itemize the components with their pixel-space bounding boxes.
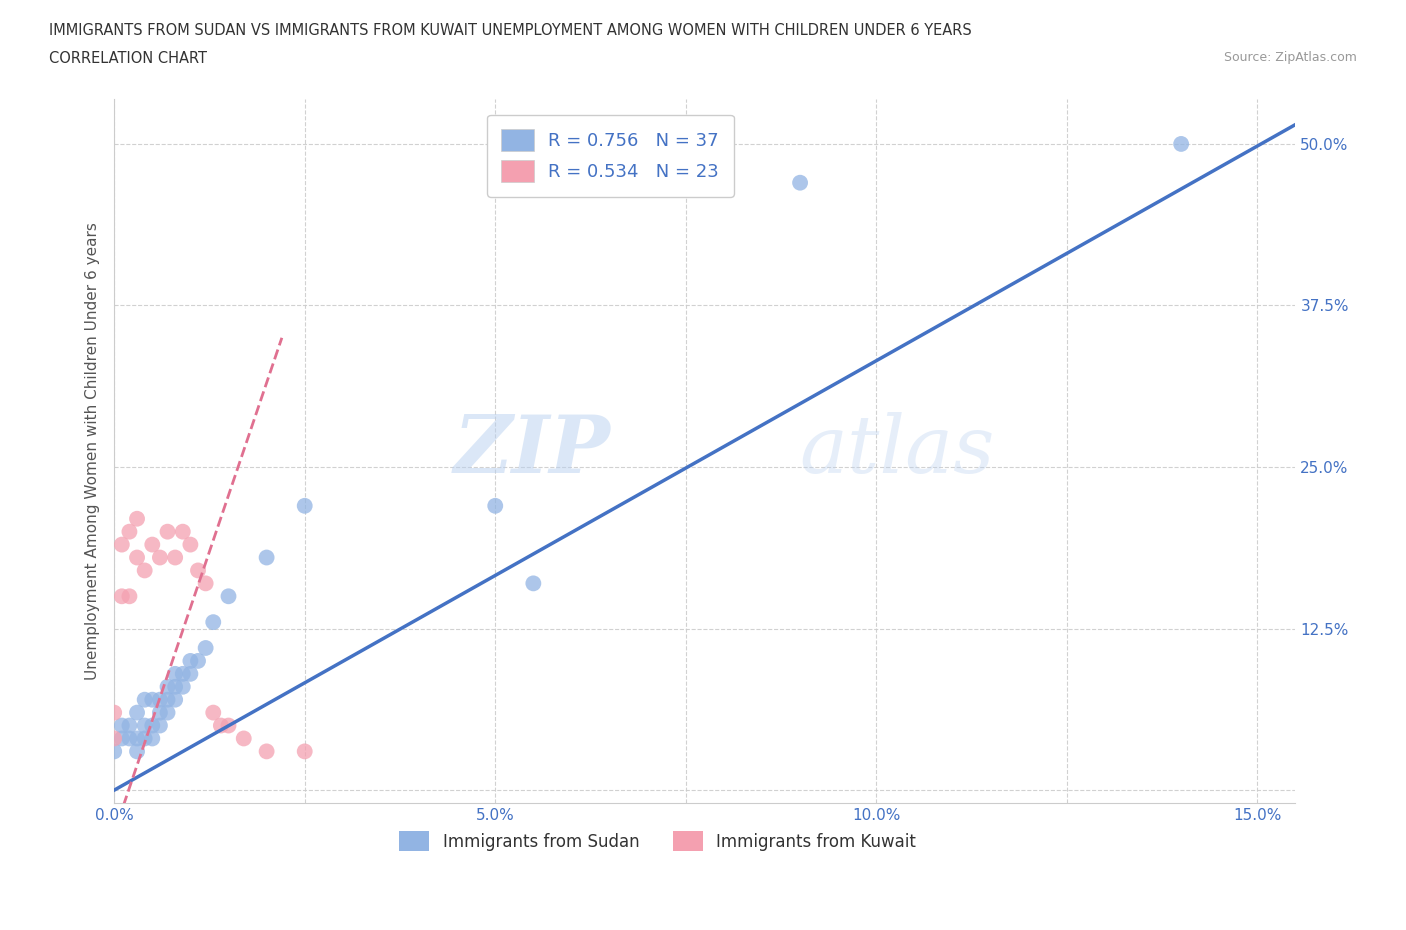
Point bbox=[125, 550, 148, 565]
Y-axis label: Unemployment Among Women with Children Under 6 years: Unemployment Among Women with Children U… bbox=[86, 222, 100, 680]
Point bbox=[118, 525, 141, 539]
Point bbox=[165, 550, 187, 565]
Point bbox=[187, 563, 209, 578]
Point bbox=[125, 731, 148, 746]
Text: IMMIGRANTS FROM SUDAN VS IMMIGRANTS FROM KUWAIT UNEMPLOYMENT AMONG WOMEN WITH CH: IMMIGRANTS FROM SUDAN VS IMMIGRANTS FROM… bbox=[49, 23, 972, 38]
Point bbox=[103, 731, 125, 746]
Point bbox=[125, 512, 148, 526]
Point bbox=[789, 175, 811, 190]
Point bbox=[187, 654, 209, 669]
Point bbox=[149, 692, 172, 707]
Point bbox=[134, 692, 156, 707]
Point bbox=[172, 525, 194, 539]
Point bbox=[111, 589, 134, 604]
Point bbox=[165, 679, 187, 694]
Point bbox=[194, 641, 217, 656]
Point bbox=[103, 744, 125, 759]
Point bbox=[141, 538, 163, 552]
Text: CORRELATION CHART: CORRELATION CHART bbox=[49, 51, 207, 66]
Point bbox=[179, 538, 201, 552]
Point bbox=[165, 692, 187, 707]
Point bbox=[202, 705, 225, 720]
Point bbox=[179, 667, 201, 682]
Point bbox=[118, 589, 141, 604]
Text: ZIP: ZIP bbox=[454, 412, 610, 489]
Point bbox=[103, 705, 125, 720]
Point bbox=[134, 563, 156, 578]
Point bbox=[172, 667, 194, 682]
Point bbox=[179, 654, 201, 669]
Point bbox=[218, 589, 240, 604]
Point bbox=[165, 667, 187, 682]
Point bbox=[156, 525, 179, 539]
Point bbox=[156, 705, 179, 720]
Point bbox=[156, 679, 179, 694]
Point bbox=[125, 705, 148, 720]
Point bbox=[294, 498, 316, 513]
Point bbox=[111, 718, 134, 733]
Point bbox=[111, 538, 134, 552]
Legend: Immigrants from Sudan, Immigrants from Kuwait: Immigrants from Sudan, Immigrants from K… bbox=[392, 825, 922, 858]
Point bbox=[294, 744, 316, 759]
Point bbox=[149, 550, 172, 565]
Point bbox=[125, 744, 148, 759]
Point bbox=[256, 550, 278, 565]
Text: atlas: atlas bbox=[800, 412, 994, 489]
Point bbox=[232, 731, 254, 746]
Point bbox=[118, 718, 141, 733]
Point bbox=[118, 731, 141, 746]
Point bbox=[149, 718, 172, 733]
Point bbox=[134, 731, 156, 746]
Point bbox=[522, 576, 544, 591]
Point bbox=[172, 679, 194, 694]
Point bbox=[141, 731, 163, 746]
Point bbox=[1170, 137, 1192, 152]
Point bbox=[484, 498, 506, 513]
Point bbox=[156, 692, 179, 707]
Point bbox=[202, 615, 225, 630]
Point bbox=[134, 718, 156, 733]
Point bbox=[111, 731, 134, 746]
Point bbox=[256, 744, 278, 759]
Point bbox=[209, 718, 232, 733]
Point bbox=[218, 718, 240, 733]
Point bbox=[149, 705, 172, 720]
Point bbox=[141, 718, 163, 733]
Point bbox=[141, 692, 163, 707]
Text: Source: ZipAtlas.com: Source: ZipAtlas.com bbox=[1223, 51, 1357, 64]
Point bbox=[194, 576, 217, 591]
